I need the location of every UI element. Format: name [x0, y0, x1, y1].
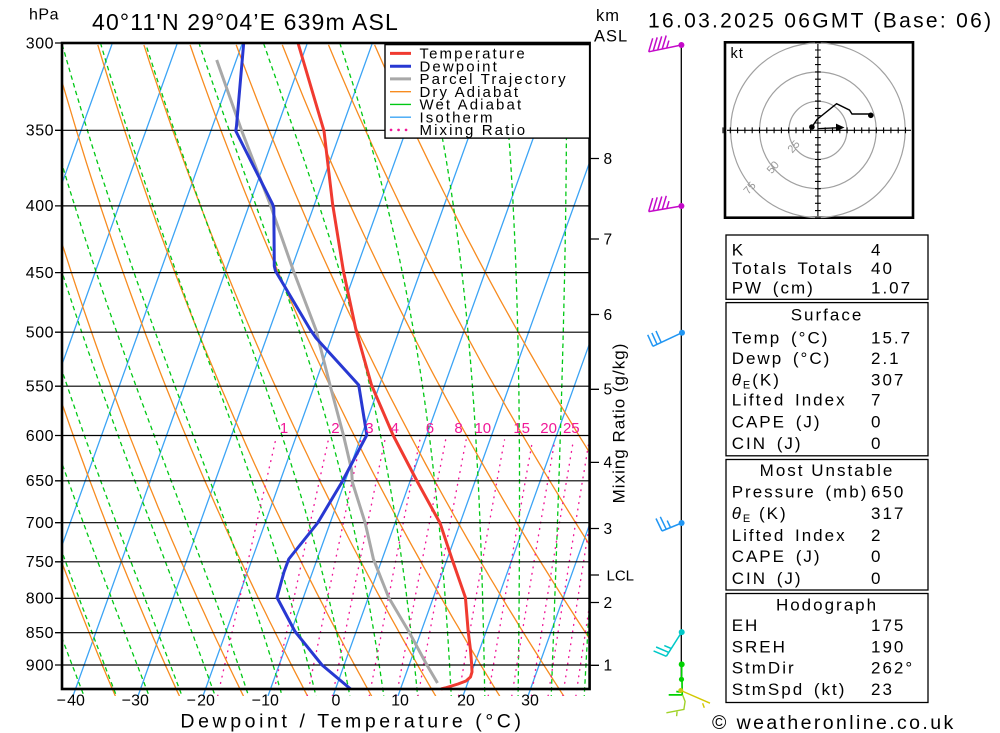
svg-text:3: 3: [604, 521, 613, 538]
svg-text:−: −: [122, 693, 131, 710]
svg-text:3: 3: [365, 420, 373, 437]
svg-text:Isotherm: Isotherm: [420, 109, 495, 126]
svg-text:1.07: 1.07: [871, 279, 912, 298]
svg-text:900: 900: [26, 657, 54, 674]
svg-text:300: 300: [26, 35, 54, 52]
svg-text:23: 23: [871, 680, 894, 699]
svg-text:Totals Totals: Totals Totals: [732, 259, 854, 278]
svg-text:2: 2: [871, 526, 882, 545]
svg-text:0: 0: [871, 434, 882, 453]
svg-text:4: 4: [871, 241, 882, 260]
svg-text:317: 317: [871, 504, 905, 523]
svg-text:15: 15: [513, 420, 530, 437]
svg-text:4: 4: [391, 420, 399, 437]
svg-text:2: 2: [331, 420, 339, 437]
svg-text:CIN (J): CIN (J): [732, 569, 803, 588]
svg-text:Mixing Ratio (g/kg): Mixing Ratio (g/kg): [610, 343, 629, 504]
svg-text:7: 7: [604, 231, 613, 248]
svg-text:15.7: 15.7: [871, 329, 912, 348]
svg-text:650: 650: [871, 483, 905, 502]
svg-text:EH: EH: [732, 616, 760, 635]
svg-text:4: 4: [604, 455, 613, 472]
svg-text:6: 6: [604, 307, 613, 324]
svg-text:8: 8: [604, 151, 613, 168]
svg-text:20: 20: [540, 420, 557, 437]
svg-text:600: 600: [26, 428, 54, 445]
svg-text:Surface: Surface: [791, 306, 864, 325]
svg-text:0: 0: [332, 693, 341, 710]
svg-text:262°: 262°: [871, 659, 914, 678]
svg-text:0: 0: [871, 569, 882, 588]
svg-text:θE (K): θE (K): [732, 504, 788, 525]
svg-text:CAPE (J): CAPE (J): [732, 547, 822, 566]
svg-text:850: 850: [26, 625, 54, 642]
svg-text:20: 20: [457, 693, 475, 710]
svg-text:25: 25: [563, 420, 580, 437]
svg-text:StmDir: StmDir: [732, 659, 796, 678]
svg-text:hPa: hPa: [29, 7, 59, 24]
svg-text:550: 550: [26, 379, 54, 396]
svg-text:Wet Adiabat: Wet Adiabat: [420, 97, 524, 114]
svg-text:0: 0: [871, 547, 882, 566]
svg-text:450: 450: [26, 265, 54, 282]
svg-text:190: 190: [871, 638, 905, 657]
svg-text:Hodograph: Hodograph: [776, 596, 878, 615]
svg-text:Most Unstable: Most Unstable: [760, 461, 895, 480]
svg-text:km: km: [596, 7, 620, 25]
svg-text:5: 5: [604, 382, 613, 399]
svg-text:ASL: ASL: [594, 28, 628, 46]
svg-text:K: K: [732, 241, 745, 260]
svg-text:16.03.2025 06GMT (Base: 06): 16.03.2025 06GMT (Base: 06): [648, 10, 993, 33]
svg-text:2: 2: [604, 595, 613, 612]
svg-text:Lifted Index: Lifted Index: [732, 526, 847, 545]
svg-text:Temp (°C): Temp (°C): [732, 329, 830, 348]
svg-text:40: 40: [67, 693, 85, 710]
svg-text:20: 20: [197, 693, 215, 710]
svg-text:175: 175: [871, 616, 905, 635]
svg-text:6: 6: [426, 420, 434, 437]
svg-text:40°11'N 29°04’E 639m ASL: 40°11'N 29°04’E 639m ASL: [92, 9, 399, 35]
svg-text:800: 800: [26, 591, 54, 608]
svg-text:−: −: [252, 693, 261, 710]
svg-text:10: 10: [391, 693, 409, 710]
svg-text:CIN (J): CIN (J): [732, 434, 803, 453]
svg-text:307: 307: [871, 371, 905, 390]
svg-text:LCL: LCL: [607, 567, 635, 584]
svg-text:Mixing Ratio: Mixing Ratio: [420, 122, 528, 139]
svg-text:CAPE (J): CAPE (J): [732, 413, 822, 432]
svg-text:PW (cm): PW (cm): [732, 279, 815, 298]
svg-text:Dewpoint / Temperature (°C): Dewpoint / Temperature (°C): [180, 711, 524, 733]
svg-text:1: 1: [604, 658, 613, 675]
svg-text:30: 30: [521, 693, 539, 710]
svg-text:kt: kt: [731, 46, 744, 62]
svg-text:40: 40: [871, 259, 894, 278]
svg-text:© weatheronline.co.uk: © weatheronline.co.uk: [712, 712, 956, 733]
svg-text:Lifted Index: Lifted Index: [732, 391, 847, 410]
svg-text:8: 8: [454, 420, 462, 437]
svg-text:−: −: [57, 693, 66, 710]
svg-text:−: −: [187, 693, 196, 710]
svg-text:2.1: 2.1: [871, 349, 901, 368]
svg-text:Pressure (mb): Pressure (mb): [732, 483, 869, 502]
svg-text:750: 750: [26, 554, 54, 571]
svg-text:0: 0: [871, 413, 882, 432]
svg-text:10: 10: [474, 420, 491, 437]
svg-text:30: 30: [131, 693, 149, 710]
svg-text:7: 7: [871, 391, 882, 410]
svg-text:SREH: SREH: [732, 638, 787, 657]
svg-text:650: 650: [26, 473, 54, 490]
svg-text:Parcel Trajectory: Parcel Trajectory: [420, 71, 568, 88]
svg-text:400: 400: [26, 198, 54, 215]
svg-text:Dewpoint: Dewpoint: [420, 58, 499, 75]
svg-text:10: 10: [261, 693, 279, 710]
svg-text:350: 350: [26, 123, 54, 140]
svg-text:Dry Adiabat: Dry Adiabat: [420, 84, 521, 101]
svg-text:Temperature: Temperature: [420, 46, 527, 63]
svg-text:500: 500: [26, 325, 54, 342]
svg-text:1: 1: [280, 420, 288, 437]
svg-text:θE(K): θE(K): [732, 371, 781, 392]
svg-text:Dewp (°C): Dewp (°C): [732, 349, 832, 368]
svg-text:StmSpd (kt): StmSpd (kt): [732, 680, 847, 699]
svg-text:700: 700: [26, 515, 54, 532]
